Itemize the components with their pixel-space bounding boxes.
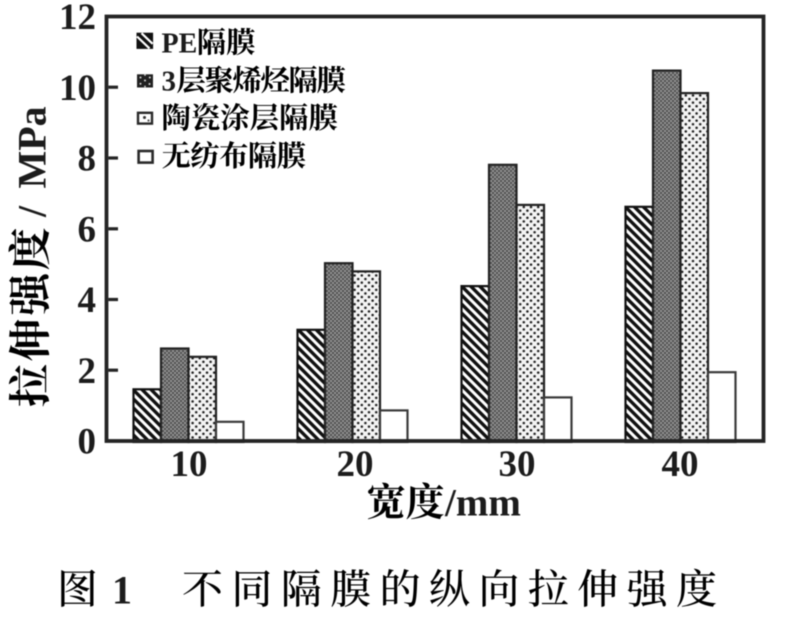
svg-text:2: 2: [78, 351, 97, 392]
svg-text:0: 0: [78, 422, 97, 463]
svg-text:/: /: [9, 205, 54, 218]
svg-text:PE: PE: [162, 29, 198, 60]
svg-text:4: 4: [78, 280, 97, 321]
svg-text:8: 8: [78, 139, 97, 180]
svg-text:10: 10: [171, 444, 208, 485]
svg-text:6: 6: [78, 209, 97, 250]
svg-text:1: 1: [112, 568, 132, 613]
svg-text:/mm: /mm: [444, 482, 521, 525]
svg-text:12: 12: [59, 0, 96, 38]
svg-text:30: 30: [499, 444, 536, 485]
svg-text:10: 10: [59, 68, 96, 109]
svg-text:20: 20: [337, 444, 374, 485]
svg-text:MPa: MPa: [9, 106, 54, 188]
svg-text:40: 40: [662, 444, 699, 485]
svg-text:3: 3: [162, 66, 177, 98]
